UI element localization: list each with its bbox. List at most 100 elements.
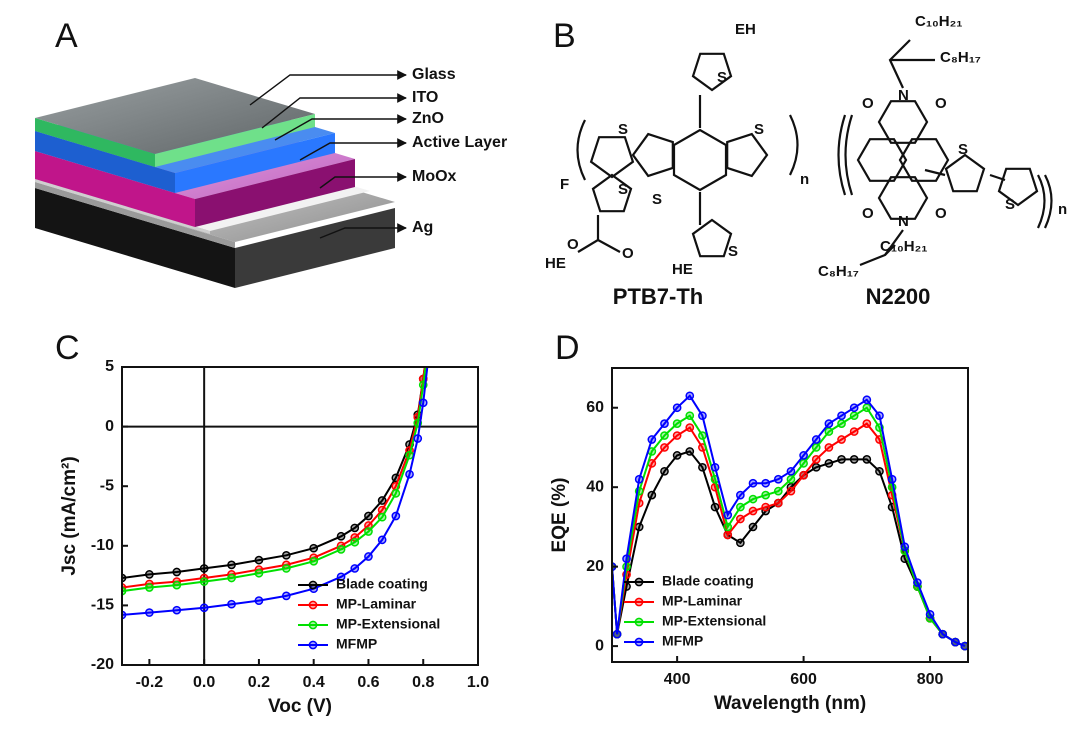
data-point: [685, 411, 695, 421]
data-point: [377, 496, 387, 505]
data-point: [773, 474, 783, 484]
atom: S: [717, 69, 727, 86]
data-point: [875, 411, 884, 421]
data-point: [951, 637, 960, 647]
atom: C₈H₁₇: [940, 49, 981, 66]
ring: [898, 138, 950, 182]
axes: -0.2 0.0 0.2 0.4 0.6 0.8 1.0 -20 -15 -10 -5 0 5 Voc (…: [59, 358, 969, 717]
data-point: [837, 411, 846, 421]
ring: [877, 176, 929, 220]
atom: S: [958, 141, 968, 158]
legend-label: MP-Extensional: [662, 613, 766, 629]
data-point: [199, 577, 209, 586]
data-point: [736, 514, 745, 524]
data-point: [698, 431, 707, 440]
data-point: [824, 459, 834, 468]
data-point: [672, 403, 682, 413]
data-point: [425, 334, 432, 341]
data-point: [710, 502, 720, 512]
legend-label: Blade coating: [336, 576, 428, 592]
layer-label: Glass: [412, 66, 456, 83]
atom: O: [935, 205, 947, 222]
data-point: [647, 490, 657, 500]
x-axis-label: Voc (V): [268, 696, 332, 717]
ring: [726, 132, 769, 178]
data-point: [811, 455, 821, 464]
atom: S: [1005, 196, 1015, 213]
data-point: [405, 450, 414, 460]
atom: C₁₀H₂₁: [880, 238, 928, 255]
data-point: [254, 568, 264, 578]
series-line: [612, 450, 966, 648]
atom: n: [1058, 201, 1067, 218]
data-point: [172, 580, 182, 590]
data-point: [862, 403, 872, 413]
data-point: [413, 434, 423, 443]
y-axis-label: Jsc (mA/cm²): [59, 456, 80, 575]
ring: [589, 136, 635, 179]
legend-marker: [308, 580, 318, 590]
data-point: [672, 419, 682, 428]
atom: O: [862, 95, 874, 112]
x-tick-label: 600: [790, 671, 817, 688]
ring: [691, 218, 733, 258]
data-point: [254, 596, 264, 605]
atom: C₁₀H₂₁: [915, 13, 963, 30]
ring: [591, 173, 633, 213]
data-point: [698, 411, 707, 421]
atom: S: [754, 121, 764, 138]
legend-marker: [308, 600, 318, 610]
atom: HE: [545, 255, 566, 272]
y-tick-label: 40: [586, 478, 604, 495]
y-tick-label: -15: [91, 597, 114, 614]
y-axis-label: EQE (%): [549, 478, 570, 553]
y-tick-label: 20: [586, 558, 604, 575]
legend-marker: [634, 597, 644, 607]
data-point: [660, 431, 669, 440]
data-point: [418, 398, 428, 408]
data-point: [799, 470, 808, 480]
x-tick-label: 1.0: [467, 674, 489, 691]
data-point: [824, 419, 834, 428]
x-tick-label: 400: [664, 671, 691, 688]
data-point: [761, 502, 771, 512]
ring: [672, 128, 728, 192]
data-point: [786, 474, 796, 484]
ring: [631, 132, 674, 178]
data-point: [227, 560, 236, 570]
molecule-name: PTB7-Th: [613, 284, 703, 309]
layer-label: Active Layer: [412, 134, 507, 151]
data-point: [309, 543, 319, 553]
panel-label: B: [553, 17, 576, 55]
data-point: [925, 609, 935, 619]
x-tick-label: 0.0: [193, 674, 215, 691]
data-point: [634, 522, 644, 532]
series-line: [122, 367, 429, 616]
data-point: [350, 537, 360, 547]
data-point: [900, 542, 910, 552]
data-point: [685, 447, 695, 456]
data-point: [748, 522, 758, 532]
data-point: [685, 391, 695, 401]
data-point: [710, 462, 720, 472]
data-point: [799, 459, 808, 468]
data-point: [172, 567, 182, 577]
data-point: [824, 427, 834, 436]
data-point: [672, 431, 682, 440]
data-point: [723, 510, 733, 520]
y-tick-label: -20: [91, 656, 114, 673]
molecule-bonds: [576, 39, 1053, 267]
data-point: [336, 545, 346, 554]
atom: S: [618, 181, 628, 198]
atom: O: [622, 245, 634, 262]
data-point: [811, 435, 821, 444]
data-point: [391, 489, 401, 498]
x-tick-label: 800: [917, 671, 944, 688]
legend-label: MFMP: [662, 633, 703, 649]
legend-marker: [634, 637, 644, 647]
legend-marker: [634, 577, 644, 587]
atom: n: [800, 171, 809, 188]
atom: HE: [672, 261, 693, 278]
legend-marker: [308, 620, 318, 630]
